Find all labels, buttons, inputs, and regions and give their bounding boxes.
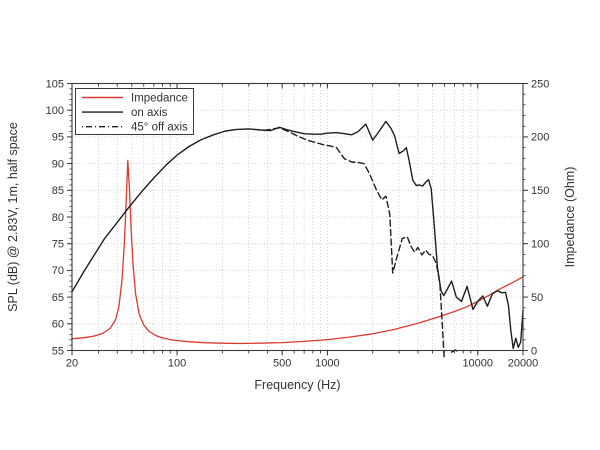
curve-impedance xyxy=(71,159,524,345)
x-tick-label: 100 xyxy=(168,358,186,370)
y-right-tick-label: 150 xyxy=(531,185,549,197)
curve-on-axis xyxy=(71,120,524,350)
y-axis-label-left: SPL (dB) @ 2.83V, 1m, half space xyxy=(6,122,20,312)
x-tick-label: 20000 xyxy=(508,358,539,370)
y-right-tick-label: 50 xyxy=(531,292,543,304)
legend xyxy=(75,88,194,135)
x-tick-label: 500 xyxy=(273,358,291,370)
y-left-tick-label: 70 xyxy=(52,265,64,277)
y-right-tick-label: 0 xyxy=(531,345,537,357)
y-left-tick-label: 65 xyxy=(52,292,64,304)
y-left-tick-label: 55 xyxy=(52,345,64,357)
y-left-tick-label: 80 xyxy=(52,212,64,224)
y-left-tick-label: 100 xyxy=(46,105,64,117)
y-right-tick-label: 100 xyxy=(531,239,549,251)
legend-item-label: Impedance xyxy=(131,92,188,104)
y-right-tick-label: 200 xyxy=(531,132,549,144)
x-tick-label: 20 xyxy=(66,358,78,370)
x-tick-label: 10000 xyxy=(462,358,493,370)
y-left-tick-label: 105 xyxy=(46,78,64,90)
y-left-tick-label: 75 xyxy=(52,239,64,251)
y-left-tick-label: 85 xyxy=(52,185,64,197)
y-axis-label-right: Impedance (Ohm) xyxy=(563,167,577,268)
y-left-tick-label: 90 xyxy=(52,158,64,170)
y-left-tick-label: 95 xyxy=(52,132,64,144)
legend-item-label: on axis xyxy=(131,107,168,119)
y-right-tick-label: 250 xyxy=(531,78,549,90)
x-tick-label: 1000 xyxy=(315,358,339,370)
y-left-tick-label: 60 xyxy=(52,319,64,331)
x-axis-label: Frequency (Hz) xyxy=(254,378,340,392)
legend-item-label: 45° off axis xyxy=(131,122,188,134)
